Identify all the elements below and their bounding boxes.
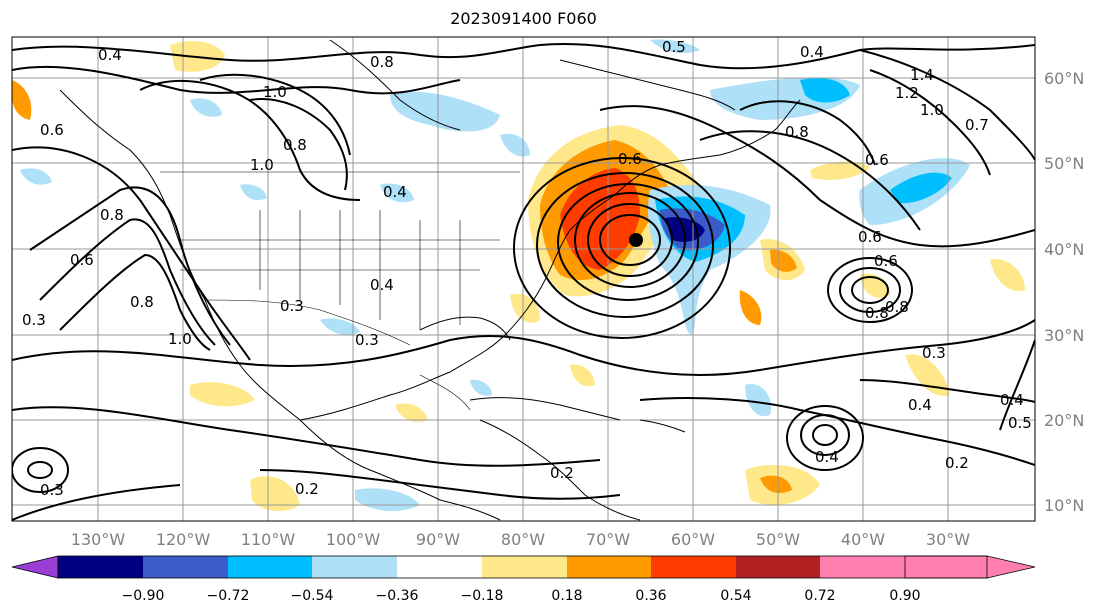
contour-label: 0.3 (40, 481, 64, 499)
lon-tick-label: 60°W (671, 530, 715, 549)
lon-tick-label: 110°W (241, 530, 296, 549)
colorbar-outline (57, 555, 988, 579)
colorbar-segment (228, 556, 312, 578)
contour-label: 0.8 (130, 293, 154, 311)
colorbar-segment (397, 556, 482, 578)
contour-label: 0.6 (865, 151, 889, 169)
map-title: 2023091400 F060 (450, 9, 597, 28)
lat-tick-label: 10°N (1044, 496, 1084, 515)
colorbar-segment (651, 556, 736, 578)
colorbar-high-arrow (904, 555, 1036, 579)
contour-label: 0.3 (922, 344, 946, 362)
contour-label: 0.5 (662, 38, 686, 56)
contour-label: 0.4 (800, 43, 824, 61)
contour-label: 0.3 (355, 331, 379, 349)
lon-tick-label: 70°W (586, 530, 630, 549)
lon-tick-label: 100°W (326, 530, 381, 549)
colorbar-segment (58, 556, 143, 578)
lat-tick-label: 40°N (1044, 240, 1084, 259)
lon-tick-label: 80°W (501, 530, 545, 549)
colorbar-tick-label: 0.72 (804, 588, 835, 604)
storm-center-marker (629, 233, 643, 247)
contour-label: 0.2 (550, 464, 574, 482)
contour-label: 0.8 (100, 206, 124, 224)
colorbar-segment (736, 556, 820, 578)
colorbar-tick-label: −0.72 (207, 588, 250, 604)
colorbar-segment (312, 556, 397, 578)
contour-label: 0.8 (283, 136, 307, 154)
colorbar-tick-label: −0.54 (291, 588, 334, 604)
contour-label: 0.6 (858, 228, 882, 246)
contour-label: 1.0 (250, 156, 274, 174)
contour-label: 0.8 (370, 53, 394, 71)
contour-label: 0.4 (815, 448, 839, 466)
lon-tick-label: 30°W (926, 530, 970, 549)
contour-label: 0.6 (874, 252, 898, 270)
colorbar-segment (567, 556, 651, 578)
lon-tick-label: 90°W (416, 530, 460, 549)
colorbar-segment (820, 556, 905, 578)
lat-tick-label: 20°N (1044, 411, 1084, 430)
contour-label: 0.6 (70, 251, 94, 269)
contour-label: 0.5 (1008, 414, 1032, 432)
contour-label: 0.8 (785, 123, 809, 141)
colorbar-tick-label: −0.90 (122, 588, 165, 604)
colorbar-tick-label: 0.36 (635, 588, 666, 604)
contour-label: 0.2 (945, 454, 969, 472)
lon-tick-label: 130°W (71, 530, 126, 549)
longitude-axis: 130°W 120°W 110°W 100°W 90°W 80°W 70°W 6… (71, 530, 970, 549)
lat-tick-label: 50°N (1044, 154, 1084, 173)
colorbar-segment (143, 556, 228, 578)
colorbar-tick-label: 0.90 (889, 588, 920, 604)
lat-tick-label: 60°N (1044, 69, 1084, 88)
contour-label: 0.8 (885, 298, 909, 316)
lat-tick-label: 30°N (1044, 326, 1084, 345)
lon-tick-label: 50°W (756, 530, 800, 549)
colorbar-tick-label: −0.36 (376, 588, 419, 604)
lon-tick-label: 120°W (156, 530, 211, 549)
contour-label: 0.4 (1000, 391, 1024, 409)
colorbar-tick-label: −0.18 (461, 588, 504, 604)
contour-label: 1.0 (920, 101, 944, 119)
colorbar-tick-label: 0.54 (720, 588, 751, 604)
borders (160, 171, 520, 411)
map-content (12, 37, 1035, 521)
contour-label: 0.3 (280, 297, 304, 315)
contour-label: 0.2 (295, 480, 319, 498)
colorbar-segment (482, 556, 567, 578)
contour-label: 1.0 (263, 83, 287, 101)
map-frame (11, 36, 1036, 522)
contour-label: 0.6 (40, 121, 64, 139)
lon-tick-label: 40°W (841, 530, 885, 549)
contour-label: 1.0 (168, 330, 192, 348)
contour-label: 0.8 (865, 304, 889, 322)
contour-label: 0.4 (383, 183, 407, 201)
contour-label: 0.4 (370, 276, 394, 294)
contour-label: 0.4 (98, 46, 122, 64)
contour-label: 0.4 (908, 396, 932, 414)
colorbar: −0.90 −0.72 −0.54 −0.36 −0.18 0.18 0.36 … (11, 555, 1036, 604)
contour-labels: 0.4 0.8 0.5 0.4 1.4 1.2 1.0 0.7 0.6 1.0 … (22, 38, 1032, 499)
contour-label: 0.7 (965, 116, 989, 134)
contour-label: 1.2 (895, 84, 919, 102)
contour-label: 0.3 (22, 311, 46, 329)
latitude-axis: 60°N 50°N 40°N 30°N 20°N 10°N (1044, 69, 1084, 515)
contour-label: 1.4 (910, 66, 934, 84)
contour-label: 0.6 (618, 150, 642, 168)
colorbar-low-extension (11, 555, 59, 579)
colorbar-tick-label: 0.18 (551, 588, 582, 604)
contours (12, 43, 1035, 521)
